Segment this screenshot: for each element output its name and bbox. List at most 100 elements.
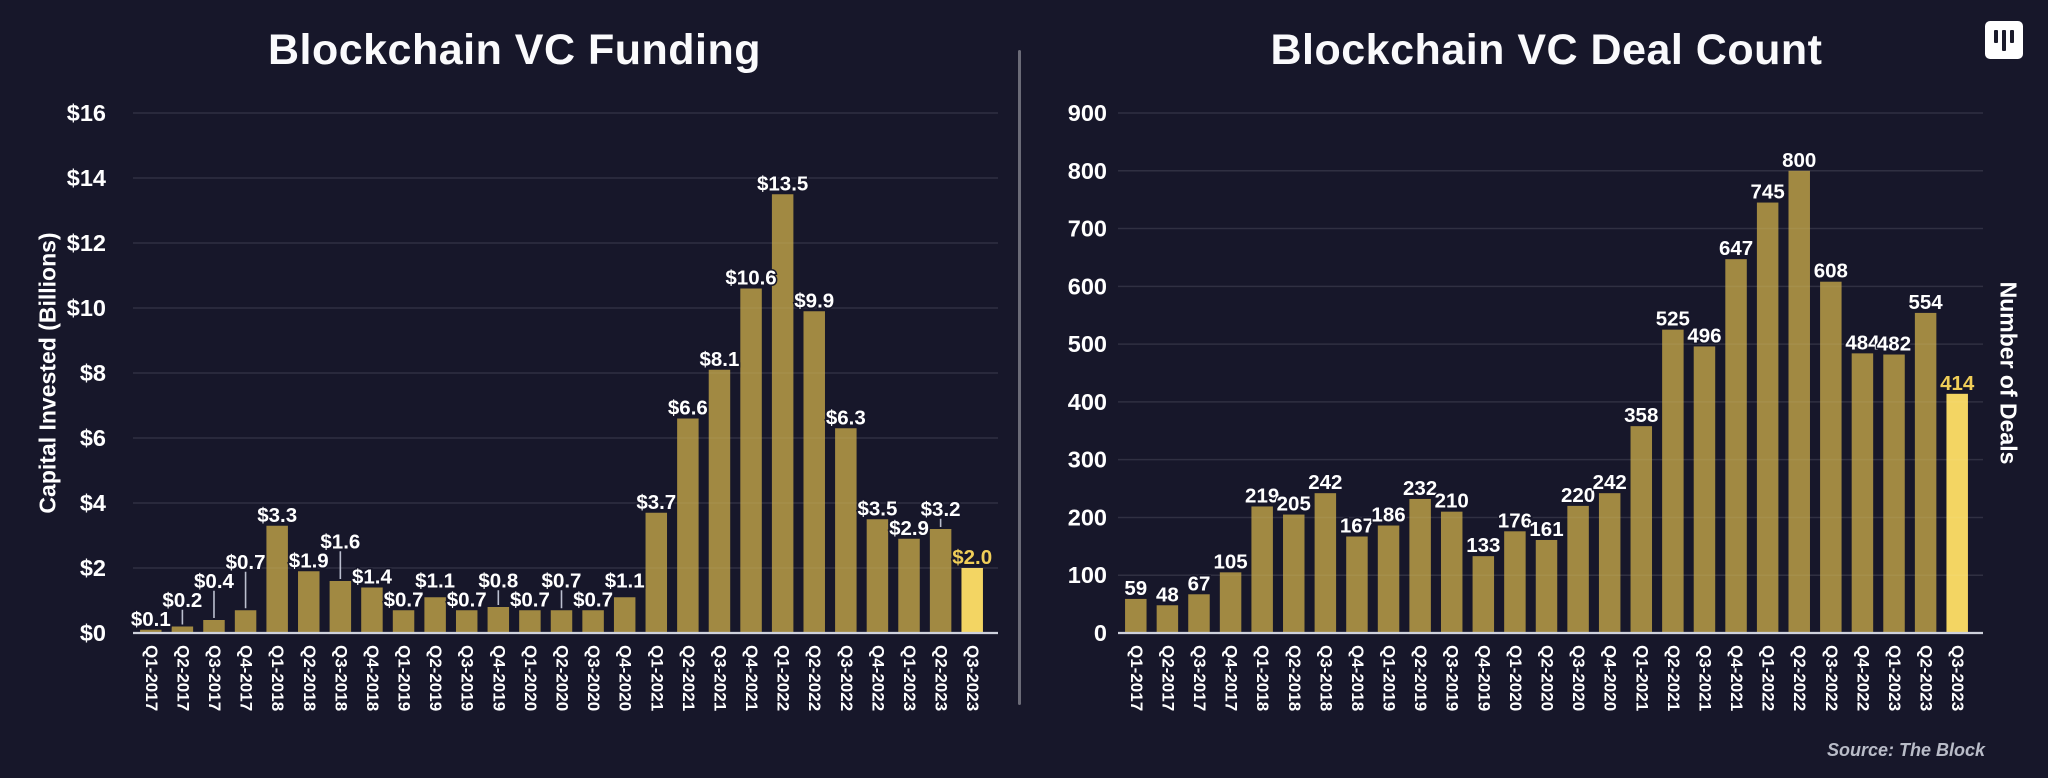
x-tick-label: Q4-2022 bbox=[1853, 645, 1872, 711]
bar bbox=[1946, 393, 1968, 633]
logo-bar bbox=[2009, 29, 2014, 43]
bar-value-label: 161 bbox=[1529, 518, 1563, 541]
bar-value-label: $6.6 bbox=[668, 397, 708, 420]
bar-value-label: $10.6 bbox=[725, 267, 776, 290]
y-tick-label: $10 bbox=[67, 295, 106, 321]
bar-value-label: 176 bbox=[1498, 509, 1532, 532]
x-tick-label: Q3-2023 bbox=[963, 645, 982, 711]
bar-value-label: 210 bbox=[1435, 490, 1469, 513]
bar bbox=[1598, 493, 1621, 633]
bar-value-label: $0.7 bbox=[542, 569, 582, 592]
bar-value-label: 133 bbox=[1466, 534, 1500, 557]
bar bbox=[519, 610, 541, 633]
x-tick-label: Q4-2018 bbox=[363, 645, 382, 711]
bar bbox=[392, 610, 415, 633]
x-tick-label: Q4-2018 bbox=[1348, 645, 1367, 711]
y-tick-label: $0 bbox=[80, 620, 106, 646]
bar bbox=[1251, 506, 1273, 633]
bar bbox=[1156, 605, 1179, 633]
x-tick-label: Q1-2020 bbox=[1506, 645, 1525, 711]
bar-value-label: $0.7 bbox=[510, 588, 550, 611]
x-tick-label: Q1-2021 bbox=[1632, 645, 1651, 711]
bar bbox=[645, 512, 668, 633]
x-tick-label: Q1-2018 bbox=[268, 645, 287, 711]
x-tick-label: Q1-2023 bbox=[900, 645, 919, 711]
chart-divider bbox=[1018, 50, 1021, 705]
bar bbox=[140, 629, 162, 633]
y-tick-label: 800 bbox=[1068, 158, 1107, 184]
bar bbox=[1314, 493, 1337, 633]
bar bbox=[677, 418, 699, 633]
bar-value-label: 219 bbox=[1245, 484, 1279, 507]
bar bbox=[361, 587, 383, 633]
x-tick-label: Q4-2020 bbox=[1601, 645, 1620, 711]
bar bbox=[771, 194, 794, 633]
deal-count-chart-title: Blockchain VC Deal Count bbox=[1270, 26, 1823, 74]
bar bbox=[961, 568, 983, 633]
bar bbox=[1693, 346, 1716, 633]
x-tick-label: Q3-2018 bbox=[331, 645, 350, 711]
x-tick-label: Q2-2020 bbox=[1538, 645, 1557, 711]
x-tick-label: Q2-2017 bbox=[1158, 645, 1177, 711]
x-tick-label: Q2-2023 bbox=[932, 645, 951, 711]
x-tick-label: Q4-2019 bbox=[1474, 645, 1493, 711]
bar bbox=[1725, 259, 1747, 633]
bar bbox=[1472, 556, 1495, 633]
x-tick-label: Q3-2023 bbox=[1948, 645, 1967, 711]
bar bbox=[455, 610, 478, 633]
bar bbox=[1504, 531, 1526, 633]
bar-value-label: 525 bbox=[1656, 308, 1690, 331]
y-tick-label: 700 bbox=[1068, 216, 1107, 242]
bar-value-label: $13.5 bbox=[757, 172, 808, 195]
x-tick-label: Q3-2022 bbox=[837, 645, 856, 711]
bar-value-label: $1.9 bbox=[289, 549, 329, 572]
bar bbox=[866, 519, 889, 633]
y-tick-label: $6 bbox=[80, 425, 106, 451]
y-tick-label: $2 bbox=[80, 555, 106, 581]
bar-value-label: $3.5 bbox=[857, 497, 897, 520]
bar-value-label: $0.1 bbox=[131, 608, 171, 631]
x-tick-label: Q1-2022 bbox=[774, 645, 793, 711]
bar-value-label: $2.0 bbox=[952, 546, 992, 569]
bar-value-label: 167 bbox=[1340, 515, 1374, 538]
bar-value-label: $1.4 bbox=[352, 566, 392, 589]
bar-value-label: 745 bbox=[1751, 181, 1785, 204]
bar-value-label: $0.7 bbox=[573, 588, 613, 611]
y-tick-label: 300 bbox=[1068, 447, 1107, 473]
y-tick-label: $12 bbox=[67, 230, 106, 256]
y-tick-label: 100 bbox=[1068, 562, 1107, 588]
bar bbox=[613, 597, 636, 633]
bar-value-label: $0.7 bbox=[226, 551, 266, 574]
x-tick-label: Q2-2021 bbox=[679, 645, 698, 711]
bar bbox=[1756, 202, 1779, 634]
bar-value-label: $0.2 bbox=[162, 589, 202, 612]
bar-value-label: $3.3 bbox=[257, 504, 297, 527]
x-tick-label: Q3-2017 bbox=[1190, 645, 1209, 711]
x-tick-label: Q4-2021 bbox=[1727, 645, 1746, 711]
bar-value-label: 242 bbox=[1593, 471, 1627, 494]
deal-count-y-axis-label: Number of Deals bbox=[1995, 281, 2022, 465]
x-tick-label: Q2-2018 bbox=[300, 645, 319, 711]
bar-value-label: 186 bbox=[1371, 504, 1405, 527]
x-tick-label: Q1-2017 bbox=[142, 645, 161, 711]
logo-bars-icon bbox=[1993, 21, 2015, 59]
x-tick-label: Q4-2022 bbox=[868, 645, 887, 711]
x-tick-label: Q2-2022 bbox=[1790, 645, 1809, 711]
bar-value-label: $1.1 bbox=[605, 569, 645, 592]
bar-value-label: 358 bbox=[1624, 404, 1658, 427]
bar-value-label: 647 bbox=[1719, 237, 1753, 260]
bar-value-label: $3.2 bbox=[921, 498, 961, 521]
y-tick-label: 0 bbox=[1094, 620, 1107, 646]
y-tick-label: 500 bbox=[1068, 331, 1107, 357]
y-tick-label: $8 bbox=[80, 360, 106, 386]
funding-chart-title: Blockchain VC Funding bbox=[267, 26, 762, 74]
bar-value-label: $6.3 bbox=[826, 406, 866, 429]
x-tick-label: Q2-2020 bbox=[553, 645, 572, 711]
x-tick-label: Q3-2017 bbox=[205, 645, 224, 711]
bar bbox=[708, 369, 731, 633]
bar bbox=[1283, 514, 1305, 633]
x-tick-label: Q2-2021 bbox=[1664, 645, 1683, 711]
bar bbox=[582, 610, 604, 633]
bar-value-label: 800 bbox=[1782, 149, 1816, 172]
